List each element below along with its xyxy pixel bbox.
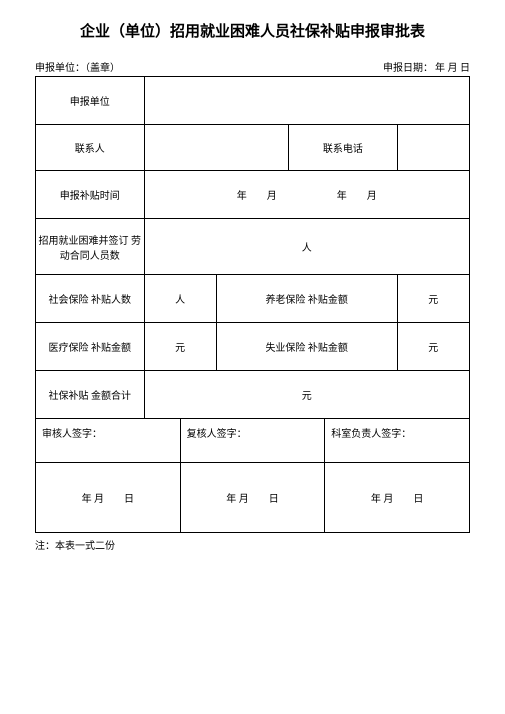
value-unit — [144, 77, 470, 125]
value-pension: 元 — [397, 275, 469, 323]
value-personnel: 人 — [144, 219, 470, 275]
label-period: 申报补贴时间 — [36, 171, 145, 219]
header-row: 申报单位：（盖章） 申报日期： 年 月 日 — [35, 59, 470, 74]
label-total: 社保补贴 金额合计 — [36, 371, 145, 419]
label-phone: 联系电话 — [289, 125, 397, 171]
label-contact: 联系人 — [36, 125, 145, 171]
header-right-label: 申报日期： — [383, 59, 433, 74]
value-social-count: 人 — [144, 275, 216, 323]
header-left: 申报单位：（盖章） — [35, 59, 120, 74]
date-reviewer: 年 月 日 — [180, 463, 325, 533]
value-period: 年 月 年 月 — [144, 171, 470, 219]
date-auditor: 年 月 日 — [36, 463, 181, 533]
form-table: 申报单位 联系人 联系电话 申报补贴时间 年 月 年 月 招用就业困难并签订 劳… — [35, 76, 470, 533]
sig-auditor: 审核人签字： — [36, 419, 181, 463]
value-unemployment: 元 — [397, 323, 469, 371]
value-total: 元 — [144, 371, 470, 419]
label-medical: 医疗保险 补贴金额 — [36, 323, 145, 371]
date-dept-head: 年 月 日 — [325, 463, 470, 533]
value-phone — [397, 125, 469, 171]
sig-reviewer: 复核人签字： — [180, 419, 325, 463]
label-social-count: 社会保险 补贴人数 — [36, 275, 145, 323]
label-unit: 申报单位 — [36, 77, 145, 125]
value-contact — [144, 125, 289, 171]
header-right-date: 年 月 日 — [435, 59, 470, 74]
label-pension: 养老保险 补贴金额 — [216, 275, 397, 323]
sig-dept-head: 科室负责人签字： — [325, 419, 470, 463]
footer-note: 注：本表一式二份 — [35, 537, 470, 552]
label-personnel: 招用就业困难并签订 劳动合同人员数 — [36, 219, 145, 275]
label-unemployment: 失业保险 补贴金额 — [216, 323, 397, 371]
page-title: 企业（单位）招用就业困难人员社保补贴申报审批表 — [35, 20, 470, 41]
value-medical: 元 — [144, 323, 216, 371]
